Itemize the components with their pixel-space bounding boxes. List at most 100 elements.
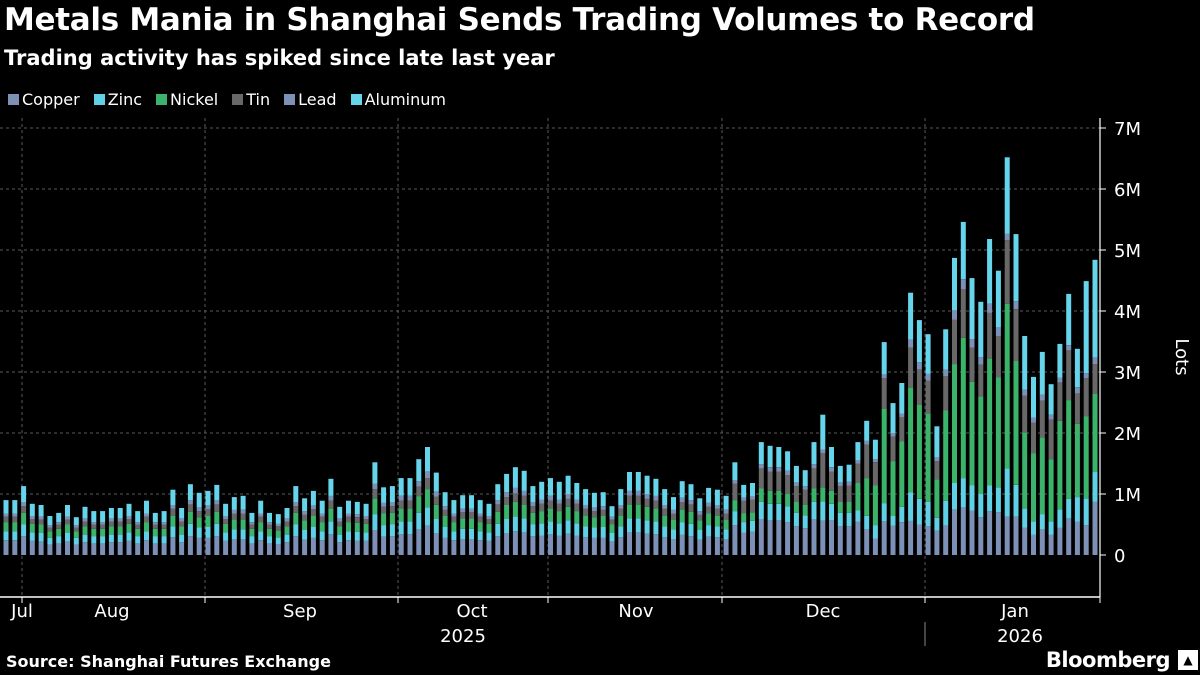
- bar-segment-lead: [12, 513, 18, 517]
- bar-segment-copper: [1048, 534, 1054, 555]
- bar-segment-tin: [416, 486, 422, 497]
- bar-segment-nickel: [82, 526, 88, 535]
- bar-segment-tin: [337, 521, 343, 527]
- bar-segment-nickel: [231, 519, 237, 530]
- bar-segment-aluminum: [389, 486, 395, 502]
- bar-segment-lead: [267, 522, 272, 525]
- bar-segment-zinc: [512, 516, 518, 532]
- legend-item: Tin: [232, 90, 270, 109]
- bar-segment-nickel: [293, 512, 299, 525]
- bar-segment-aluminum: [793, 465, 799, 483]
- bar-segment-tin: [442, 509, 448, 516]
- bar-segment-tin: [398, 500, 404, 509]
- bar-segment-zinc: [135, 536, 141, 544]
- bar-segment-zinc: [1074, 497, 1080, 522]
- bar-segment-lead: [539, 499, 545, 504]
- bar-segment-aluminum: [916, 320, 922, 363]
- bar-segment-lead: [56, 522, 62, 525]
- bar-segment-tin: [925, 380, 931, 414]
- bar-segment-aluminum: [416, 459, 422, 482]
- bar-segment-copper: [925, 526, 931, 555]
- bar-segment-aluminum: [442, 492, 448, 507]
- bar-segment-tin: [908, 347, 914, 388]
- bar-segment-zinc: [820, 501, 826, 521]
- bar-segment-nickel: [425, 489, 430, 508]
- bar-segment-aluminum: [943, 329, 949, 370]
- legend-item: Copper: [8, 90, 80, 109]
- legend-label: Lead: [298, 90, 337, 109]
- bar-segment-zinc: [987, 485, 993, 512]
- bar-segment-tin: [1004, 240, 1010, 304]
- bar-segment-lead: [978, 357, 984, 365]
- bar-segment-copper: [864, 529, 870, 555]
- bar-segment-copper: [855, 521, 861, 555]
- bar-segment-aluminum: [1004, 157, 1010, 234]
- bar-segment-aluminum: [21, 486, 27, 502]
- bar-segment-aluminum: [767, 445, 773, 468]
- legend-swatch: [350, 94, 362, 105]
- bar-segment-zinc: [732, 511, 738, 526]
- bar-segment-aluminum: [100, 511, 106, 523]
- bar-segment-copper: [960, 507, 966, 555]
- bar-segment-nickel: [512, 501, 518, 517]
- bar-segment-zinc: [179, 534, 185, 543]
- bar-segment-tin: [899, 417, 905, 442]
- x-year-label: 2025: [440, 626, 486, 647]
- bar-segment-tin: [829, 471, 834, 491]
- bar-segment-aluminum: [477, 500, 483, 514]
- bar-segment-nickel: [960, 337, 966, 479]
- bar-segment-copper: [934, 530, 940, 555]
- bar-segment-tin: [381, 506, 387, 514]
- bar-segment-copper: [56, 543, 62, 555]
- bar-segment-aluminum: [1083, 281, 1089, 374]
- legend-label: Nickel: [170, 90, 219, 109]
- bar-segment-nickel: [310, 516, 316, 527]
- bar-segment-nickel: [3, 522, 9, 532]
- bar-segment-copper: [337, 542, 343, 555]
- bar-segment-copper: [1022, 527, 1028, 555]
- bar-segment-tin: [802, 489, 808, 505]
- bar-segment-tin: [943, 376, 949, 411]
- bar-segment-aluminum: [170, 489, 176, 505]
- bar-segment-aluminum: [802, 470, 808, 487]
- bar-segment-zinc: [469, 528, 474, 540]
- bar-segment-copper: [995, 512, 1001, 555]
- bar-segment-lead: [442, 506, 448, 510]
- bar-segment-nickel: [275, 530, 281, 538]
- x-tick-label: Sep: [283, 601, 317, 622]
- bar-segment-zinc: [504, 519, 510, 533]
- bar-segment-zinc: [451, 531, 457, 541]
- legend-swatch: [232, 94, 244, 105]
- bar-segment-tin: [872, 462, 878, 486]
- legend-swatch: [156, 94, 168, 105]
- bar-segment-copper: [231, 539, 237, 555]
- bar-segment-nickel: [319, 522, 325, 532]
- bar-segment-copper: [688, 536, 694, 555]
- bar-segment-lead: [758, 464, 764, 469]
- bar-segment-copper: [47, 544, 53, 555]
- bar-segment-nickel: [56, 528, 62, 537]
- bar-segment-aluminum: [363, 503, 369, 516]
- bar-segment-lead: [908, 339, 914, 348]
- bar-segment-tin: [609, 519, 615, 525]
- bar-segment-aluminum: [899, 383, 905, 414]
- bar-segment-zinc: [346, 531, 351, 541]
- bar-segment-tin: [267, 524, 272, 529]
- bar-segment-copper: [451, 540, 457, 555]
- bar-segment-tin: [995, 336, 1001, 378]
- bar-segment-nickel: [12, 522, 18, 532]
- bar-segment-copper: [363, 541, 369, 555]
- bar-segment-copper: [372, 530, 378, 555]
- bar-segment-lead: [38, 516, 44, 520]
- bar-segment-nickel: [372, 498, 378, 515]
- bar-segment-nickel: [908, 387, 914, 493]
- source-note: Source: Shanghai Futures Exchange: [6, 652, 331, 671]
- bar-segment-lead: [846, 481, 852, 486]
- bar-segment-nickel: [1013, 361, 1019, 485]
- bar-segment-zinc: [1066, 498, 1072, 519]
- bar-segment-lead: [811, 464, 817, 469]
- bar-segment-zinc: [1004, 468, 1010, 517]
- bar-segment-aluminum: [108, 508, 114, 519]
- bar-segment-nickel: [363, 523, 369, 533]
- bar-segment-zinc: [758, 501, 764, 519]
